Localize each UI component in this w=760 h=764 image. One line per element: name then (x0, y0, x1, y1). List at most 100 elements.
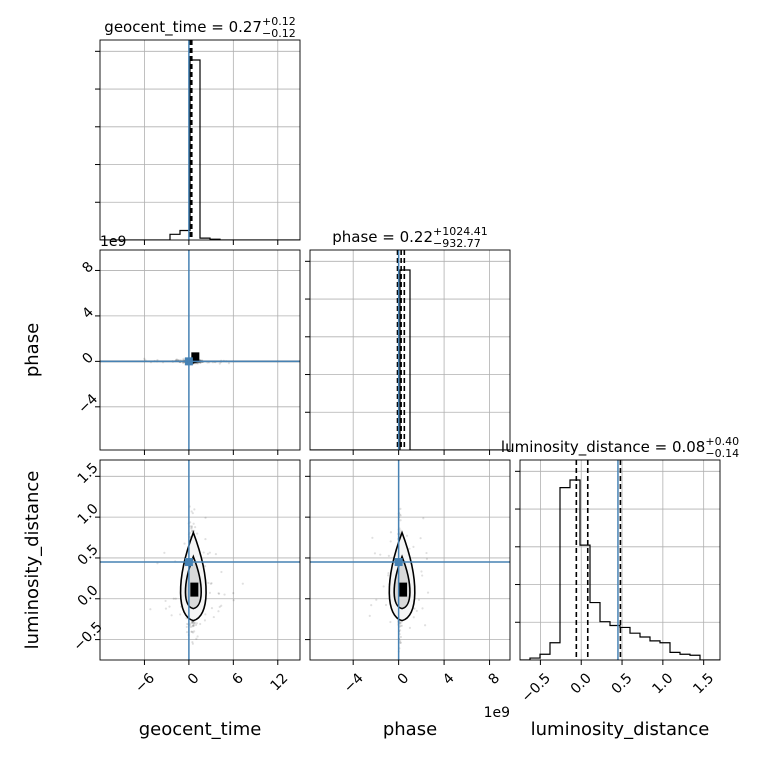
x-tick-label: 1.5 (690, 670, 717, 697)
y-tick-label: −4 (75, 391, 101, 417)
scatter-point (375, 598, 378, 601)
scatter-point (185, 625, 188, 629)
scatter-point (368, 614, 371, 617)
scatter-point (164, 607, 168, 610)
scatter-point (190, 630, 194, 633)
scatter-point (423, 624, 427, 627)
scatter-point (203, 619, 207, 622)
scatter-point (223, 593, 226, 596)
scatter-point (189, 622, 192, 625)
scatter-point (217, 592, 220, 595)
scatter-point (192, 624, 196, 627)
scatter-point (190, 526, 193, 529)
scatter-point (399, 635, 402, 639)
scatter-point (186, 622, 189, 626)
scatter-point (389, 540, 392, 543)
scatter-point (196, 532, 199, 535)
panel-geocent_time-hist (95, 39, 301, 245)
scatter-point (191, 621, 194, 624)
scatter-point (195, 637, 198, 640)
scatter-point (168, 605, 171, 608)
panel-phase-vs-luminosity_distance (305, 459, 511, 665)
scatter-point (202, 551, 205, 554)
panel-geocent_time-vs-phase (95, 249, 301, 455)
scatter-point (175, 358, 178, 361)
y-tick-label: 0.0 (75, 582, 102, 609)
panel-frame (99, 459, 301, 661)
title-minus: −0.14 (705, 447, 739, 460)
scatter-point (373, 552, 377, 555)
histogram-step (520, 479, 720, 660)
panel-title-luminosity_distance: luminosity_distance = 0.08+0.40 −0.14 (501, 435, 739, 460)
title-main: phase = 0.22 (332, 228, 433, 246)
scatter-point (204, 537, 207, 541)
scatter-point (379, 553, 382, 556)
scatter-point (190, 510, 193, 513)
scatter-point (426, 591, 430, 594)
scatter-point (399, 624, 402, 627)
scatter-point (189, 625, 192, 629)
y-axis-label-luminosity_distance: luminosity_distance (22, 471, 43, 650)
truth-marker (394, 558, 403, 567)
scatter-point (232, 599, 235, 602)
title-plus: +0.40 (705, 435, 739, 448)
scatter-point (204, 613, 207, 616)
y-tick-label: 1.0 (75, 501, 102, 528)
scatter-point (399, 641, 402, 644)
scatter-point (189, 525, 192, 528)
panel-frame (99, 249, 301, 451)
panel-title-geocent_time: geocent_time = 0.27+0.12 −0.12 (104, 15, 295, 40)
x-tick-label: 0.0 (568, 670, 595, 697)
scatter-point (384, 603, 388, 607)
scatter-point (182, 357, 185, 360)
scatter-point (172, 597, 175, 600)
scatter-point (210, 607, 214, 610)
scatter-point (212, 615, 215, 619)
x-tick-label: 0 (185, 670, 203, 688)
scatter-point (190, 527, 193, 530)
scatter-point (420, 570, 423, 573)
scatter-point (217, 592, 221, 595)
scatter-point (370, 604, 373, 607)
scatter-point (208, 551, 211, 554)
scatter-point (422, 517, 425, 520)
scatter-point (174, 597, 177, 600)
y-tick-label: 0.5 (75, 542, 102, 569)
scatter-point (190, 525, 194, 528)
truth-marker (184, 357, 193, 366)
scatter-point (175, 358, 179, 361)
panel-frame (519, 459, 721, 661)
scatter-point (387, 574, 390, 577)
panel-geocent_time-vs-luminosity_distance (95, 459, 301, 665)
scatter-point (232, 592, 235, 595)
panel-luminosity_distance-hist (515, 459, 721, 665)
scatter-point (387, 554, 390, 557)
scatter-point (399, 641, 402, 644)
scatter-point (405, 534, 409, 537)
scatter-point (191, 621, 195, 624)
scatter-point (220, 570, 223, 574)
x-tick-label: 12 (267, 670, 291, 694)
scatter-point (413, 607, 416, 610)
scatter-point (191, 642, 194, 645)
y-tick-label: 4 (79, 304, 97, 322)
offset-text-phase-y: 1e9 (100, 234, 126, 250)
scatter-point (206, 552, 210, 555)
x-axis-label-phase: phase (383, 719, 437, 740)
x-tick-label: 1.0 (649, 670, 676, 697)
title-minus: −0.12 (262, 27, 296, 40)
scatter-point (214, 553, 218, 556)
scatter-point (164, 599, 167, 603)
scatter-point (210, 582, 213, 585)
scatter-point (400, 624, 403, 627)
panel-frame (309, 459, 511, 661)
scatter-point (194, 623, 198, 627)
scatter-point (191, 625, 194, 628)
histogram-step (100, 59, 300, 240)
scatter-point (185, 631, 189, 634)
scatter-point (387, 572, 390, 575)
scatter-point (192, 522, 195, 525)
title-main: geocent_time = 0.27 (104, 18, 262, 37)
scatter-point (194, 526, 197, 529)
scatter-point (193, 621, 196, 624)
